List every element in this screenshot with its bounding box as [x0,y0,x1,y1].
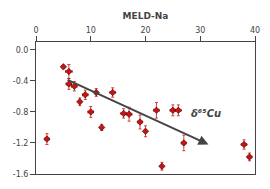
svg-text:-1.6: -1.6 [13,170,29,179]
svg-text:-0.8: -0.8 [13,108,29,117]
svg-text:-0.4: -0.4 [13,77,29,86]
svg-text:10: 10 [86,26,96,35]
svg-text:30: 30 [195,26,205,35]
svg-text:0.0: 0.0 [16,46,29,55]
svg-text:20: 20 [140,26,150,35]
svg-text:δ⁶⁵Cu: δ⁶⁵Cu [191,108,221,119]
svg-text:MELD-Na: MELD-Na [123,11,169,21]
svg-text:0: 0 [33,26,38,35]
svg-text:40: 40 [250,26,260,35]
svg-text:-1.2: -1.2 [13,139,29,148]
